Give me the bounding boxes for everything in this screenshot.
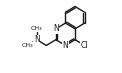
Text: N: N [34, 35, 40, 44]
Text: CH₃: CH₃ [31, 26, 43, 31]
Text: N: N [53, 24, 59, 33]
Text: CH₃: CH₃ [21, 43, 33, 48]
Text: Cl: Cl [81, 41, 88, 50]
Text: N: N [63, 41, 68, 50]
